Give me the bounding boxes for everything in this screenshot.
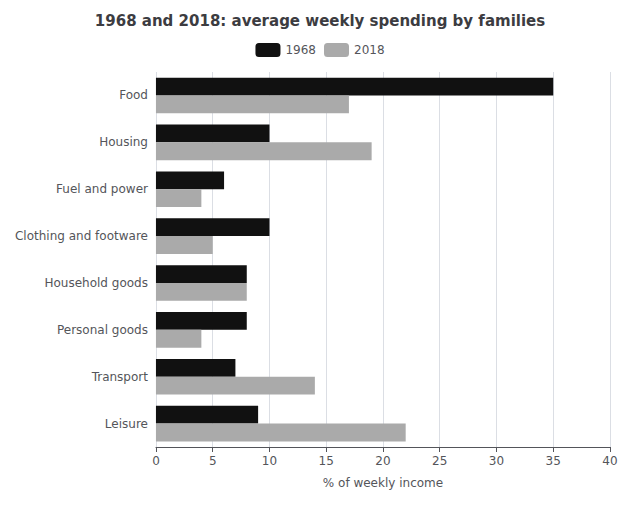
svg-text:Fuel and power: Fuel and power	[56, 182, 148, 196]
svg-text:2018: 2018	[354, 43, 385, 57]
svg-text:1968: 1968	[285, 43, 316, 57]
svg-text:35: 35	[546, 454, 561, 468]
svg-text:Transport: Transport	[91, 370, 149, 384]
svg-text:Personal goods: Personal goods	[57, 323, 148, 337]
svg-text:0: 0	[152, 454, 160, 468]
svg-text:1968 and 2018: average weekly: 1968 and 2018: average weekly spending b…	[95, 12, 545, 30]
svg-text:% of weekly income: % of weekly income	[323, 476, 443, 490]
svg-text:30: 30	[489, 454, 504, 468]
svg-text:Housing: Housing	[99, 135, 148, 149]
svg-text:Household goods: Household goods	[44, 276, 148, 290]
svg-text:40: 40	[602, 454, 617, 468]
svg-text:Clothing and footware: Clothing and footware	[15, 229, 148, 243]
svg-text:25: 25	[432, 454, 447, 468]
svg-text:10: 10	[262, 454, 277, 468]
svg-text:15: 15	[319, 454, 334, 468]
svg-text:5: 5	[209, 454, 217, 468]
svg-text:20: 20	[375, 454, 390, 468]
svg-text:Food: Food	[119, 88, 148, 102]
svg-text:Leisure: Leisure	[105, 417, 148, 431]
